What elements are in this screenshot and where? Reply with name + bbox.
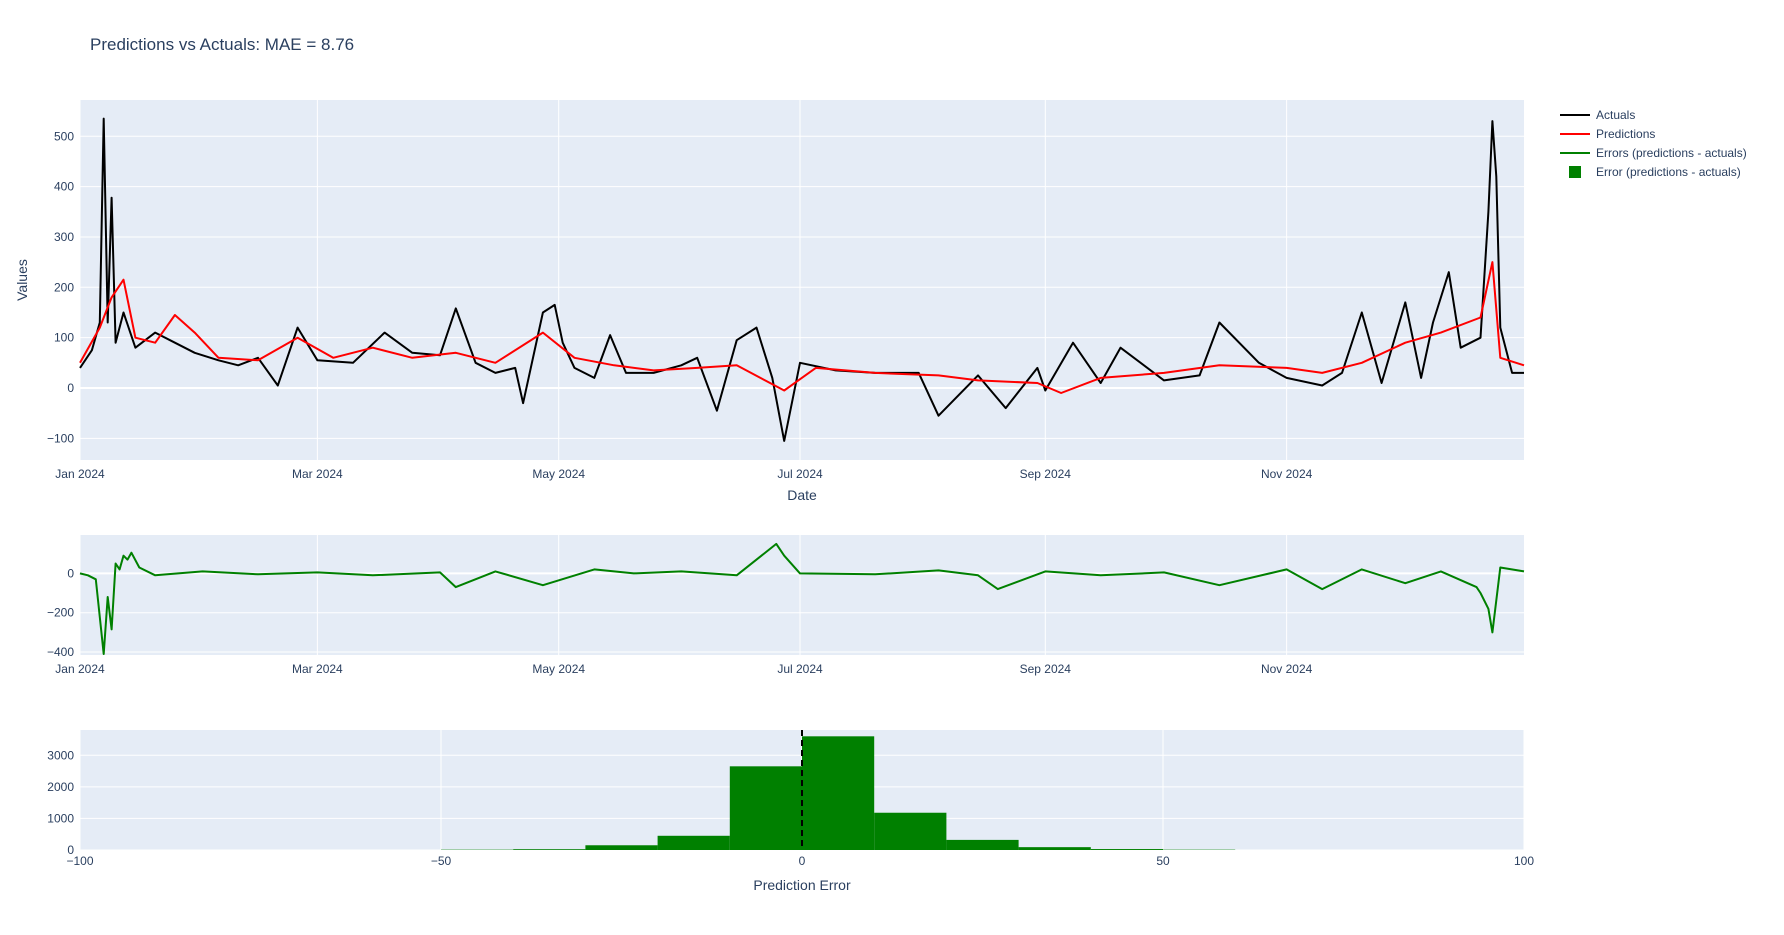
x-tick-label: Jan 2024 — [55, 662, 105, 676]
y-tick-label: 300 — [54, 230, 74, 244]
main-plot-area — [80, 100, 1524, 460]
x-tick-label: May 2024 — [532, 662, 585, 676]
errors-y-ticks: −400 −200 0 — [47, 566, 74, 659]
histogram-bar — [1091, 849, 1163, 850]
histogram-bar — [658, 836, 730, 850]
histogram-bar — [946, 840, 1018, 850]
histogram-bar — [1019, 847, 1091, 850]
main-x-axis-title: Date — [787, 487, 817, 503]
x-tick-label: −50 — [431, 854, 452, 868]
x-tick-label: −100 — [66, 854, 93, 868]
histogram-x-axis-title: Prediction Error — [753, 877, 851, 893]
histogram-x-ticks: −100 −50 0 50 100 — [66, 854, 1534, 868]
legend-label: Predictions — [1596, 127, 1655, 141]
main-timeseries-panel: −100 0 100 200 300 400 500 Jan 2024 Mar 2024 May… — [47, 100, 1524, 481]
legend-item[interactable]: Predictions — [1560, 127, 1655, 141]
x-tick-label: Mar 2024 — [292, 662, 343, 676]
histogram-bar — [585, 845, 657, 850]
legend-square-swatch — [1569, 166, 1581, 178]
y-tick-label: 0 — [67, 566, 74, 580]
y-tick-label: 0 — [67, 381, 74, 395]
chart-title: Predictions vs Actuals: MAE = 8.76 — [90, 35, 354, 54]
main-x-ticks: Jan 2024 Mar 2024 May 2024 Jul 2024 Sep 2024… — [55, 467, 1312, 481]
legend-label: Errors (predictions - actuals) — [1596, 146, 1747, 160]
x-tick-label: Jul 2024 — [777, 467, 823, 481]
histogram-bar — [513, 849, 585, 850]
x-tick-label: Jan 2024 — [55, 467, 105, 481]
x-tick-label: 50 — [1156, 854, 1170, 868]
legend-item[interactable]: Errors (predictions - actuals) — [1560, 146, 1747, 160]
histogram-bar — [802, 736, 874, 850]
x-tick-label: Jul 2024 — [777, 662, 823, 676]
x-tick-label: Sep 2024 — [1020, 467, 1072, 481]
y-tick-label: −100 — [47, 431, 74, 445]
legend-item[interactable]: Actuals — [1560, 108, 1635, 122]
errors-timeseries-panel: −400 −200 0 Jan 2024 Mar 2024 May 2024 Jul 20… — [47, 535, 1524, 676]
main-y-axis-title: Values — [14, 259, 30, 301]
legend-item[interactable]: Error (predictions - actuals) — [1569, 165, 1741, 179]
x-tick-label: Nov 2024 — [1261, 662, 1313, 676]
histogram-bar — [730, 766, 802, 850]
histogram-bar — [874, 813, 946, 850]
y-tick-label: 3000 — [47, 748, 74, 762]
y-tick-label: 400 — [54, 180, 74, 194]
x-tick-label: Sep 2024 — [1020, 662, 1072, 676]
y-tick-label: 2000 — [47, 780, 74, 794]
y-tick-label: 500 — [54, 129, 74, 143]
legend-label: Actuals — [1596, 108, 1635, 122]
y-tick-label: 200 — [54, 280, 74, 294]
x-tick-label: Mar 2024 — [292, 467, 343, 481]
legend[interactable]: Actuals Predictions Errors (predictions - … — [1560, 108, 1747, 179]
x-tick-label: 100 — [1514, 854, 1534, 868]
y-tick-label: −400 — [47, 645, 74, 659]
errors-x-ticks: Jan 2024 Mar 2024 May 2024 Jul 2024 Sep 2024… — [55, 662, 1312, 676]
errors-plot-area — [80, 535, 1524, 655]
main-y-ticks: −100 0 100 200 300 400 500 — [47, 129, 74, 445]
y-tick-label: 100 — [54, 331, 74, 345]
x-tick-label: May 2024 — [532, 467, 585, 481]
error-histogram-panel: 0 1000 2000 3000 −100 −50 0 50 100 — [47, 730, 1534, 868]
y-tick-label: 1000 — [47, 811, 74, 825]
x-tick-label: 0 — [799, 854, 806, 868]
legend-label: Error (predictions - actuals) — [1596, 165, 1741, 179]
x-tick-label: Nov 2024 — [1261, 467, 1313, 481]
y-tick-label: −200 — [47, 606, 74, 620]
